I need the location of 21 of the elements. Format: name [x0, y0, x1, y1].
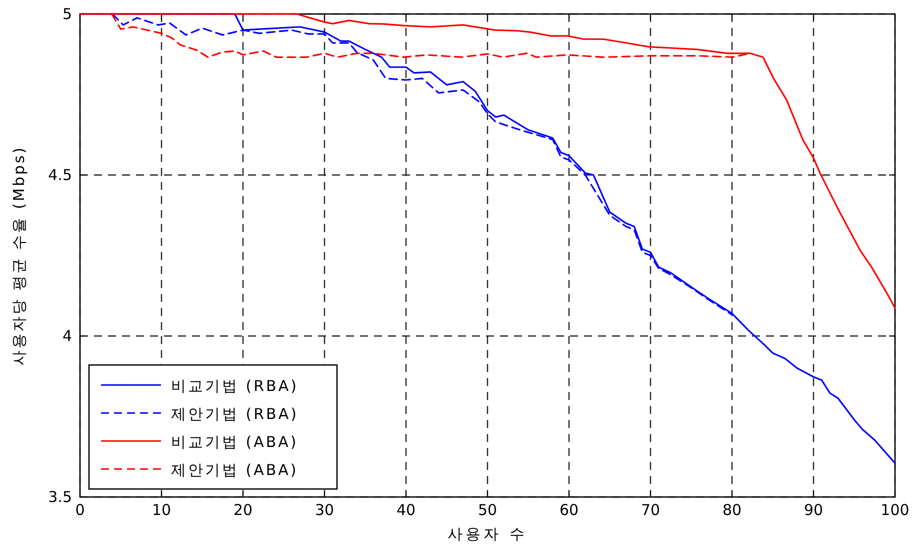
- x-tick-label: 90: [804, 501, 824, 519]
- x-tick-label: 70: [640, 501, 660, 519]
- x-axis-title: 사용자 수: [448, 525, 528, 543]
- y-tick-label: 3.5: [48, 488, 72, 506]
- x-tick-label: 30: [314, 501, 334, 519]
- x-tick-label: 80: [722, 501, 742, 519]
- x-tick-label: 50: [478, 501, 498, 519]
- x-tick-label: 40: [396, 501, 416, 519]
- x-tick-label: 100: [880, 501, 910, 519]
- y-tick-label: 5: [62, 5, 72, 23]
- legend-label: 제안기법 (RBA): [171, 405, 298, 423]
- y-tick-label: 4: [62, 327, 72, 345]
- legend-label: 비교기법 (RBA): [171, 377, 298, 395]
- x-tick-label: 60: [559, 501, 579, 519]
- legend-label: 제안기법 (ABA): [171, 461, 298, 479]
- y-tick-label: 4.5: [48, 166, 72, 184]
- x-tick-label: 0: [75, 501, 85, 519]
- legend-label: 비교기법 (ABA): [171, 433, 298, 451]
- x-tick-label: 20: [233, 501, 253, 519]
- y-axis-title: 사용자당 평균 수율 (Mbps): [10, 146, 28, 366]
- x-tick-label: 10: [152, 501, 172, 519]
